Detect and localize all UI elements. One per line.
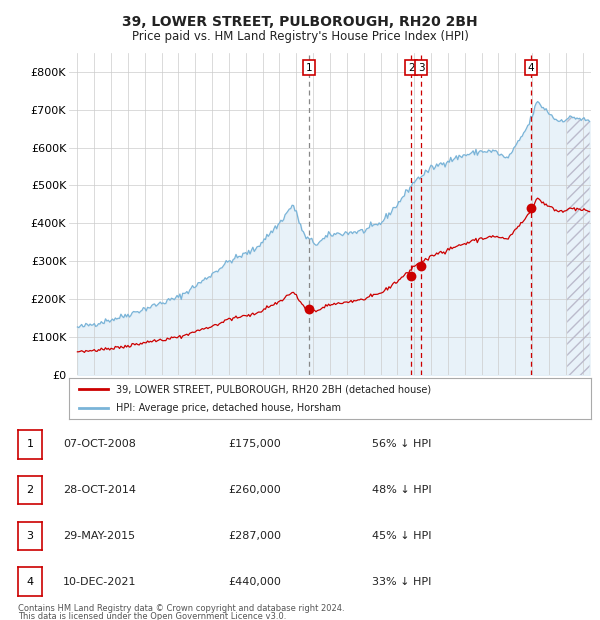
Text: 28-OCT-2014: 28-OCT-2014 — [63, 485, 136, 495]
Point — [407, 272, 416, 281]
Text: Price paid vs. HM Land Registry's House Price Index (HPI): Price paid vs. HM Land Registry's House … — [131, 30, 469, 43]
Text: £440,000: £440,000 — [228, 577, 281, 587]
Text: 39, LOWER STREET, PULBOROUGH, RH20 2BH (detached house): 39, LOWER STREET, PULBOROUGH, RH20 2BH (… — [116, 384, 431, 394]
Text: 33% ↓ HPI: 33% ↓ HPI — [372, 577, 431, 587]
Text: 29-MAY-2015: 29-MAY-2015 — [63, 531, 135, 541]
Text: £287,000: £287,000 — [228, 531, 281, 541]
Text: 48% ↓ HPI: 48% ↓ HPI — [372, 485, 431, 495]
Text: This data is licensed under the Open Government Licence v3.0.: This data is licensed under the Open Gov… — [18, 612, 286, 620]
Text: 45% ↓ HPI: 45% ↓ HPI — [372, 531, 431, 541]
Text: 4: 4 — [528, 63, 535, 73]
Point — [416, 261, 426, 271]
Text: 10-DEC-2021: 10-DEC-2021 — [63, 577, 137, 587]
Text: 07-OCT-2008: 07-OCT-2008 — [63, 440, 136, 450]
Text: 3: 3 — [26, 531, 34, 541]
Text: 1: 1 — [306, 63, 313, 73]
Text: 39, LOWER STREET, PULBOROUGH, RH20 2BH: 39, LOWER STREET, PULBOROUGH, RH20 2BH — [122, 16, 478, 30]
Text: £260,000: £260,000 — [228, 485, 281, 495]
Text: 1: 1 — [26, 440, 34, 450]
Text: 4: 4 — [26, 577, 34, 587]
Text: 2: 2 — [26, 485, 34, 495]
Text: 56% ↓ HPI: 56% ↓ HPI — [372, 440, 431, 450]
Point — [526, 203, 536, 213]
Text: 2: 2 — [408, 63, 415, 73]
Point — [304, 304, 314, 314]
Text: HPI: Average price, detached house, Horsham: HPI: Average price, detached house, Hors… — [116, 402, 341, 413]
Text: £175,000: £175,000 — [228, 440, 281, 450]
Text: Contains HM Land Registry data © Crown copyright and database right 2024.: Contains HM Land Registry data © Crown c… — [18, 604, 344, 613]
Text: 3: 3 — [418, 63, 424, 73]
